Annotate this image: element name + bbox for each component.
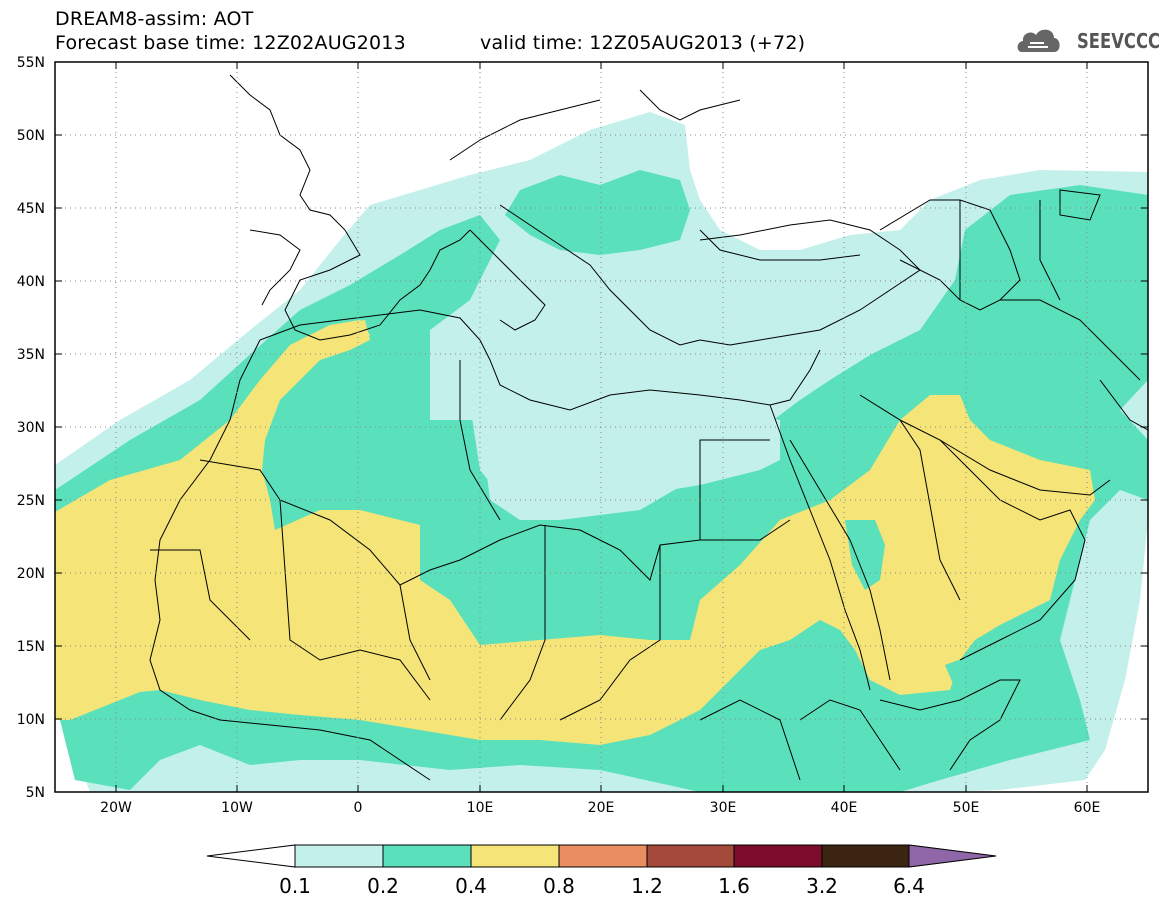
- coastlines: [149, 74, 1148, 781]
- lat-tick-label: 45N: [17, 201, 45, 217]
- colorbar-label: 0.8: [543, 874, 575, 898]
- lon-tick-label: 60E: [1074, 800, 1101, 816]
- colorbar-label: 0.4: [455, 874, 487, 898]
- colorbar-segment: [558, 844, 648, 868]
- colorbar-segment: [733, 844, 823, 868]
- lat-tick-label: 15N: [17, 639, 45, 655]
- colorbar: 0.1 0.2 0.4 0.8 1.2 1.6 3.2 6.4: [206, 844, 997, 898]
- colorbar-label: 1.2: [631, 874, 663, 898]
- lon-axis: 20W 10W 0 10E 20E 30E 40E 50E 60E: [100, 800, 1100, 816]
- aot-band-0.4: [55, 320, 1095, 745]
- lon-tick-label: 20W: [100, 800, 132, 816]
- lat-tick-label: 55N: [17, 55, 45, 71]
- colorbar-label: 6.4: [893, 874, 925, 898]
- lon-tick-label: 10E: [467, 800, 494, 816]
- chart-title: DREAM8-assim: AOT: [55, 8, 254, 30]
- lat-tick-label: 30N: [17, 420, 45, 436]
- grid-lines: [55, 62, 1148, 792]
- forecast-base-time: Forecast base time: 12Z02AUG2013: [55, 32, 406, 54]
- colorbar-low-arrow: [206, 844, 296, 868]
- lat-tick-label: 5N: [26, 785, 45, 801]
- valid-time: valid time: 12Z05AUG2013 (+72): [480, 32, 806, 54]
- lat-tick-label: 40N: [17, 274, 45, 290]
- lon-tick-label: 20E: [588, 800, 615, 816]
- lat-tick-label: 50N: [17, 128, 45, 144]
- colorbar-segment: [646, 844, 735, 868]
- colorbar-segment: [821, 844, 910, 868]
- colorbar-label: 1.6: [718, 874, 750, 898]
- lat-axis: 55N 50N 45N 40N 35N 30N 25N 20N 15N 10N …: [17, 55, 45, 801]
- lon-tick-label: 50E: [953, 800, 980, 816]
- lat-tick-label: 20N: [17, 566, 45, 582]
- colorbar-high-arrow: [908, 844, 997, 868]
- lon-tick-label: 40E: [831, 800, 858, 816]
- cloud-icon: [1017, 29, 1060, 52]
- logo-text: SEEVCCC: [1077, 29, 1161, 53]
- lon-tick-label: 30E: [710, 800, 737, 816]
- colorbar-segment: [382, 844, 472, 868]
- lon-tick-label: 0: [354, 800, 363, 816]
- colorbar-segment: [470, 844, 560, 868]
- lon-tick-label: 10W: [221, 800, 253, 816]
- colorbar-label: 0.2: [367, 874, 399, 898]
- colorbar-label: 0.1: [279, 874, 311, 898]
- colorbar-segment: [294, 844, 384, 868]
- colorbar-label: 3.2: [806, 874, 838, 898]
- axis-ticks: [55, 62, 1148, 792]
- lat-tick-label: 35N: [17, 347, 45, 363]
- lat-tick-label: 10N: [17, 712, 45, 728]
- lat-tick-label: 25N: [17, 493, 45, 509]
